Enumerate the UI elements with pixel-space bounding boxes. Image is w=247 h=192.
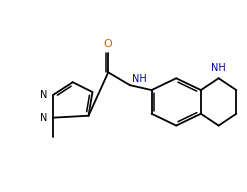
Text: NH: NH [132, 74, 147, 84]
Text: NH: NH [211, 63, 226, 73]
Text: O: O [104, 39, 113, 49]
Text: N: N [41, 113, 48, 123]
Text: N: N [41, 90, 48, 100]
